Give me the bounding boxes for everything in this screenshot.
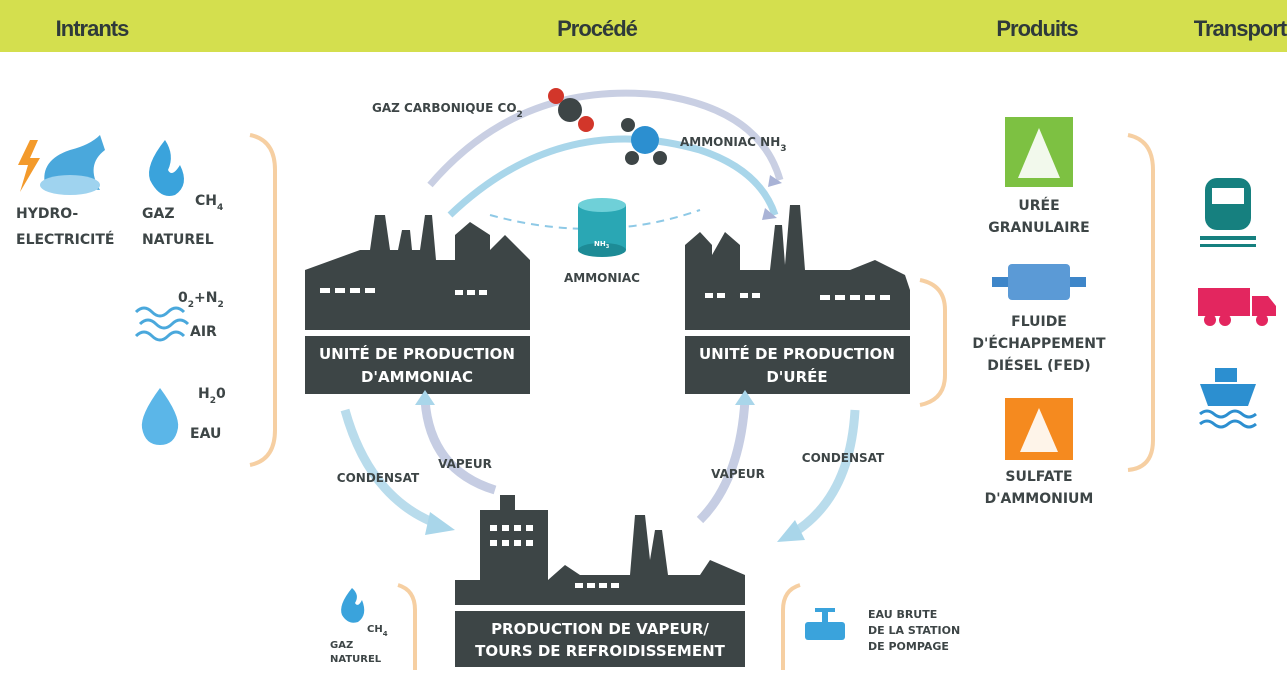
def-icon — [992, 264, 1086, 300]
arrow-label: VAPEUR — [711, 467, 765, 481]
product-label: D'AMMONIUM — [985, 491, 1094, 507]
header-col: Produits — [996, 16, 1078, 41]
steam-arrows — [345, 390, 855, 542]
urea-icon — [1005, 117, 1073, 187]
product-label: D'ÉCHAPPEMENT — [972, 335, 1106, 352]
tank — [578, 198, 626, 257]
header-bar — [0, 0, 1287, 52]
input-label: AIR — [190, 324, 217, 340]
valve-icon — [805, 608, 845, 640]
formula-part: CH — [367, 624, 383, 635]
input-label: NATUREL — [330, 654, 382, 665]
ship-icon — [1200, 368, 1256, 427]
arrow-label: CONDENSAT — [802, 451, 885, 465]
formula-part: +N — [194, 290, 217, 306]
product-label: URÉE — [1018, 197, 1059, 214]
diagram: Intrants Procédé Produits Transport HYDR… — [0, 0, 1287, 673]
formula: H20 — [198, 386, 226, 406]
input-label: EAU BRUTE — [868, 608, 937, 621]
formula-sub: 4 — [217, 203, 223, 213]
bracket — [250, 135, 275, 465]
formula-part: CH — [195, 193, 217, 209]
input-label: EAU — [190, 426, 221, 442]
unit-label: D'AMMONIAC — [361, 368, 473, 386]
flow-label: GAZ CARBONIQUE CO2 — [372, 101, 523, 120]
bracket — [920, 280, 945, 405]
unit-label: TOURS DE REFROIDISSEMENT — [475, 642, 726, 660]
gas-icon — [341, 588, 364, 623]
input-label: GAZ — [142, 206, 174, 222]
input-label: DE POMPAGE — [868, 640, 949, 653]
urea-factory — [685, 205, 910, 394]
truck-icon — [1198, 288, 1276, 326]
formula: CH4 — [367, 624, 388, 638]
input-label: DE LA STATION — [868, 624, 960, 637]
formula-part: 0 — [216, 386, 226, 402]
formula-part: 0 — [178, 290, 188, 306]
unit-label: UNITÉ DE PRODUCTION — [699, 344, 895, 363]
tank-label: AMMONIAC — [564, 271, 640, 285]
product-label: DIÉSEL (FED) — [987, 357, 1090, 374]
flow-text: AMMONIAC NH — [680, 135, 780, 149]
header-col: Procédé — [557, 16, 638, 41]
gas-icon — [149, 140, 184, 196]
sulfate-icon — [1005, 398, 1073, 460]
arrow-label: CONDENSAT — [337, 471, 420, 485]
flow-sub: 2 — [517, 110, 523, 120]
flow-text: GAZ CARBONIQUE CO — [372, 101, 517, 115]
air-icon — [136, 308, 188, 340]
formula: CH4 — [195, 193, 223, 213]
product-label: SULFATE — [1005, 469, 1072, 485]
flow-sub: 3 — [780, 144, 786, 154]
product-label: GRANULAIRE — [988, 220, 1090, 236]
header-col: Intrants — [56, 16, 129, 41]
input-label: ELECTRICITÉ — [16, 231, 114, 248]
formula-part: NH — [594, 240, 606, 248]
unit-label: UNITÉ DE PRODUCTION — [319, 344, 515, 363]
train-icon — [1200, 178, 1256, 247]
formula: 02+N2 — [178, 290, 224, 310]
input-label: GAZ — [330, 640, 353, 651]
hydro-icon — [18, 135, 105, 195]
bracket — [1128, 135, 1153, 470]
formula-sub: 3 — [606, 244, 610, 250]
header-col: Transport — [1194, 16, 1287, 41]
bracket — [398, 585, 415, 670]
bracket — [783, 585, 800, 670]
product-label: FLUIDE — [1011, 314, 1067, 330]
arrow-label: VAPEUR — [438, 457, 492, 471]
unit-label: D'URÉE — [766, 367, 827, 386]
formula-part: H — [198, 386, 210, 402]
input-label: NATUREL — [142, 232, 214, 248]
formula-sub: 2 — [217, 300, 223, 310]
formula-sub: 4 — [383, 630, 388, 638]
unit-label: PRODUCTION DE VAPEUR/ — [491, 620, 709, 638]
water-icon — [142, 388, 178, 445]
input-label: HYDRO- — [16, 206, 78, 222]
